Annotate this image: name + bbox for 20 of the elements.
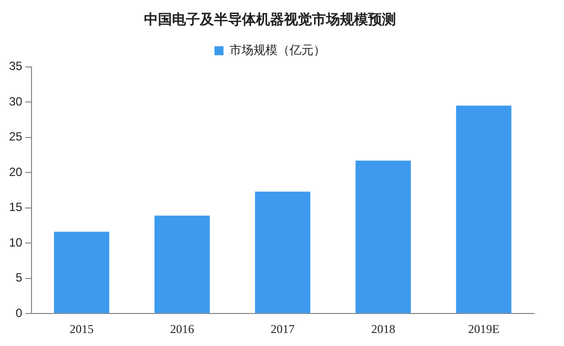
y-tick-label: 0: [16, 306, 23, 320]
x-tick-label: 2018: [371, 322, 396, 336]
bar: [456, 106, 512, 314]
bar: [154, 216, 210, 314]
bar: [356, 160, 411, 314]
x-tick-label: 2019E: [468, 322, 500, 336]
y-tick-label: 35: [8, 59, 23, 74]
y-tick-label: 30: [8, 94, 23, 108]
y-tick-label: 10: [8, 235, 23, 250]
x-tick-label: 2015: [70, 322, 94, 336]
y-tick-label: 15: [8, 200, 23, 214]
x-tick-label: 2016: [170, 322, 194, 336]
bar: [54, 232, 110, 314]
bar: [255, 192, 310, 314]
legend-label: 市场规模（亿元）: [230, 42, 326, 57]
y-tick-label: 5: [16, 270, 23, 285]
x-tick-label: 2017: [270, 322, 295, 336]
chart-title: 中国电子及半导体机器视觉市场规模预测: [144, 11, 396, 28]
y-tick-label: 25: [8, 130, 23, 144]
y-tick-label: 20: [8, 164, 23, 179]
